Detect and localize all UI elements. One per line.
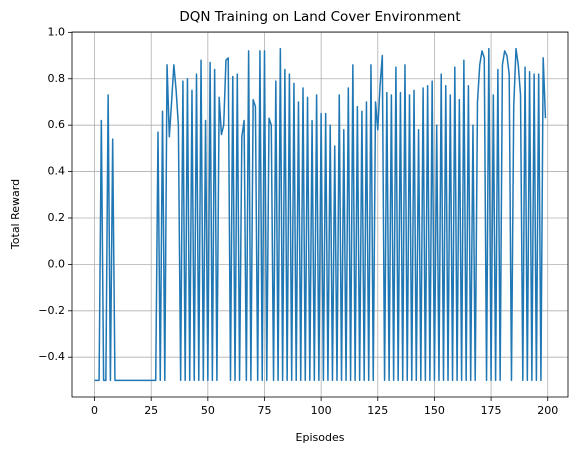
y-tick-label: −0.4 [38,350,65,363]
line-series [94,47,547,382]
x-tick-label: 200 [537,404,558,417]
x-tick-label: 175 [481,404,502,417]
y-axis-label: Total Reward [9,179,22,250]
x-tick-label: 25 [144,404,158,417]
x-tick-label: 100 [311,404,332,417]
y-tick-label: 1.0 [48,25,66,38]
x-tick-label: 150 [424,404,445,417]
x-tick-label: 125 [367,404,388,417]
y-tick-label: 0.0 [48,257,66,270]
x-tick-label: 75 [257,404,271,417]
x-tick-label: 50 [201,404,215,417]
y-tick-label: 0.4 [48,165,66,178]
x-tick-label: 0 [91,404,98,417]
y-tick-label: 0.8 [48,72,66,85]
y-tick-label: 0.2 [48,211,66,224]
y-tick-label: 0.6 [48,118,66,131]
chart-title: DQN Training on Land Cover Environment [179,9,460,25]
x-axis-label: Episodes [296,431,345,444]
y-tick-label: −0.2 [38,304,65,317]
plot-frame [71,31,569,398]
